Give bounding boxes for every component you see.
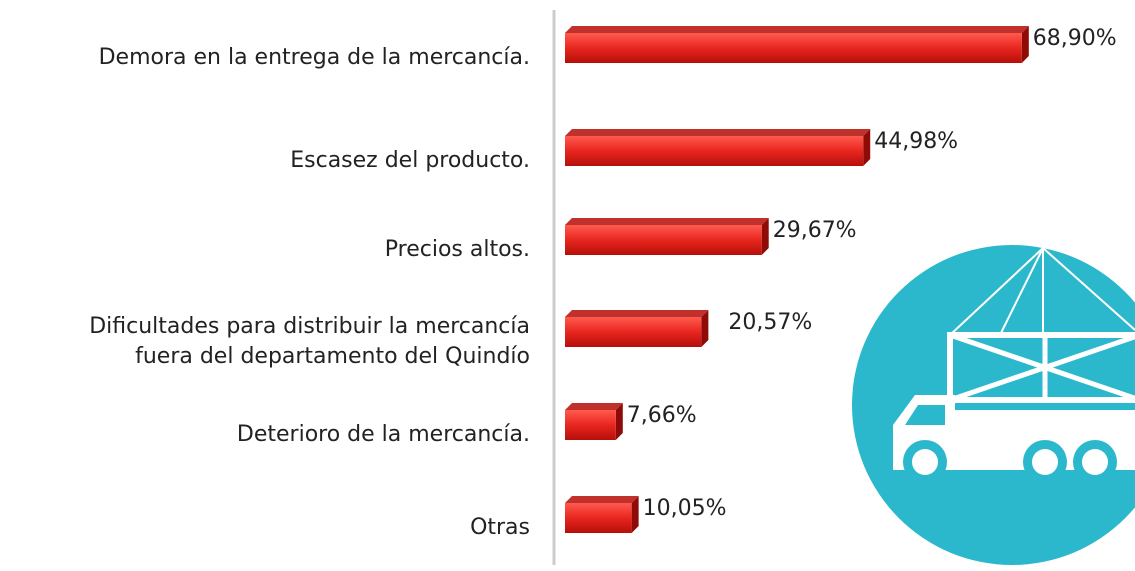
bar [565, 496, 639, 533]
value-label: 20,57% [728, 310, 813, 335]
value-label: 44,98% [874, 129, 959, 154]
value-label: 7,66% [626, 403, 697, 428]
category-label: Precios altos. [384, 237, 530, 262]
category-label: Demora en la entrega de la mercancía. [98, 45, 530, 70]
bar [565, 129, 871, 166]
bar [565, 26, 1029, 63]
value-label: 10,05% [642, 496, 727, 521]
category-label: Otras [470, 515, 530, 540]
bar [565, 310, 709, 347]
value-label: 68,90% [1032, 26, 1117, 51]
bar [565, 218, 769, 255]
truck-icon [852, 245, 1135, 565]
category-label: Escasez del producto. [290, 148, 530, 173]
value-label: 29,67% [772, 218, 857, 243]
category-label: Deterioro de la mercancía. [236, 422, 530, 447]
bar [565, 403, 623, 440]
category-label: Dificultades para distribuir la mercancí… [89, 314, 530, 369]
